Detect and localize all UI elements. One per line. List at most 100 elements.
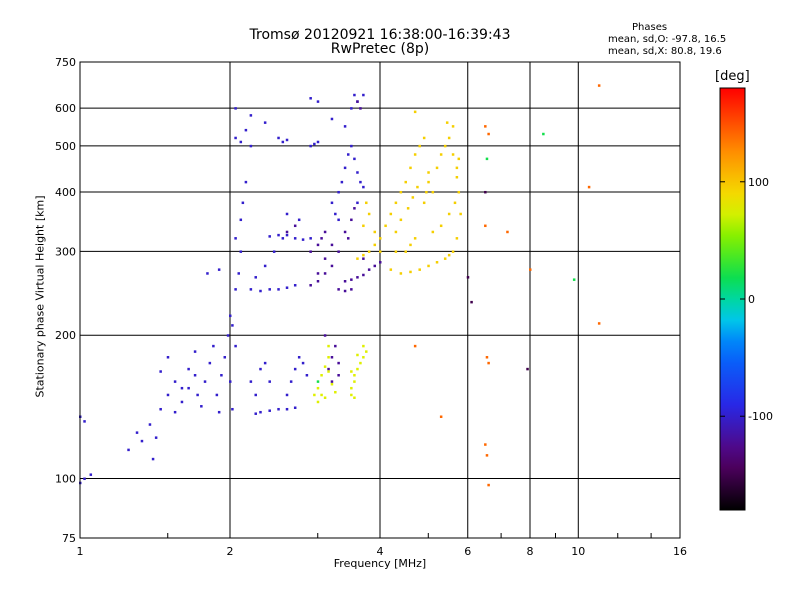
data-point xyxy=(425,190,428,194)
colorbar-tick-label: -100 xyxy=(748,410,773,423)
data-point xyxy=(203,380,207,383)
x-tick-label: 6 xyxy=(464,545,471,558)
data-point xyxy=(226,334,230,337)
data-point xyxy=(413,110,417,114)
data-point xyxy=(327,344,330,348)
y-tick-label: 400 xyxy=(55,186,76,199)
data-point xyxy=(135,431,139,434)
data-point xyxy=(413,153,417,156)
data-point xyxy=(484,190,487,194)
data-point xyxy=(356,171,359,174)
data-point xyxy=(484,125,487,128)
data-point xyxy=(422,201,426,205)
colorbar-tick-label: 0 xyxy=(748,293,755,306)
data-point xyxy=(367,268,371,271)
data-point xyxy=(89,473,93,476)
data-point xyxy=(597,84,601,87)
data-point xyxy=(409,243,412,247)
stats-heading: Phases xyxy=(632,22,668,33)
data-point xyxy=(239,218,243,222)
data-point xyxy=(484,224,487,228)
data-point xyxy=(367,212,371,216)
data-point xyxy=(212,344,215,348)
data-point xyxy=(455,237,459,240)
data-point xyxy=(427,180,430,184)
data-point xyxy=(330,243,334,247)
colorbar-tick-label: 100 xyxy=(748,176,769,189)
data-point xyxy=(451,153,455,156)
data-point xyxy=(353,207,356,210)
data-point xyxy=(316,400,320,404)
data-point xyxy=(196,393,199,397)
data-point xyxy=(356,353,359,357)
data-point xyxy=(316,243,320,247)
data-point xyxy=(263,361,267,365)
data-point xyxy=(485,356,489,359)
data-point xyxy=(268,235,271,238)
data-point xyxy=(337,190,340,194)
data-point xyxy=(180,400,184,404)
data-point xyxy=(587,185,591,189)
data-point xyxy=(301,361,305,365)
data-point xyxy=(485,157,489,161)
data-point xyxy=(239,140,243,144)
data-point xyxy=(334,390,337,394)
data-point xyxy=(229,380,232,383)
data-point xyxy=(259,367,262,371)
y-tick-label: 500 xyxy=(55,140,76,153)
x-tick-label: 10 xyxy=(571,545,585,558)
data-point xyxy=(422,136,426,140)
data-point xyxy=(346,237,350,240)
data-point xyxy=(320,393,323,397)
data-point xyxy=(443,144,447,148)
chart-title: Tromsø 20120921 16:38:00-16:39:43 xyxy=(249,27,511,43)
data-point xyxy=(206,272,209,275)
data-point xyxy=(293,367,297,371)
data-point xyxy=(373,264,377,268)
data-point xyxy=(379,237,382,240)
data-point xyxy=(289,380,293,383)
axis-ticks: 1 2 4 6 8 10 16 75 100 200 300 400 500 600 750 xyxy=(55,56,687,558)
data-point xyxy=(254,276,257,279)
data-point xyxy=(413,237,417,240)
data-point xyxy=(337,218,340,222)
data-point xyxy=(277,233,280,237)
data-point xyxy=(427,171,430,174)
data-point xyxy=(404,250,407,253)
data-point xyxy=(231,407,234,411)
data-point xyxy=(389,268,393,271)
data-point xyxy=(337,250,340,253)
data-point xyxy=(83,420,86,423)
data-point xyxy=(416,185,419,189)
data-point xyxy=(394,250,398,253)
data-point xyxy=(231,324,234,327)
data-point xyxy=(313,142,316,146)
data-point xyxy=(362,93,365,97)
data-point xyxy=(362,273,365,277)
data-point xyxy=(323,365,327,368)
data-point xyxy=(234,237,237,240)
data-point xyxy=(217,268,221,271)
data-point xyxy=(337,361,340,365)
data-point xyxy=(353,396,356,399)
x-tick-label: 16 xyxy=(673,545,687,558)
data-point xyxy=(343,166,347,170)
data-point xyxy=(166,393,170,397)
data-point xyxy=(350,144,353,148)
data-point xyxy=(327,356,330,359)
data-point xyxy=(249,380,253,383)
data-point xyxy=(353,374,356,377)
data-point xyxy=(365,201,368,205)
data-point xyxy=(487,132,490,136)
data-point xyxy=(320,374,323,377)
data-point xyxy=(239,250,243,253)
data-point xyxy=(373,230,377,234)
data-points xyxy=(79,84,601,487)
data-point xyxy=(356,100,359,103)
data-point xyxy=(249,114,253,117)
data-point xyxy=(277,288,280,291)
data-point xyxy=(166,356,170,359)
data-point xyxy=(353,380,356,383)
data-point xyxy=(597,322,601,325)
